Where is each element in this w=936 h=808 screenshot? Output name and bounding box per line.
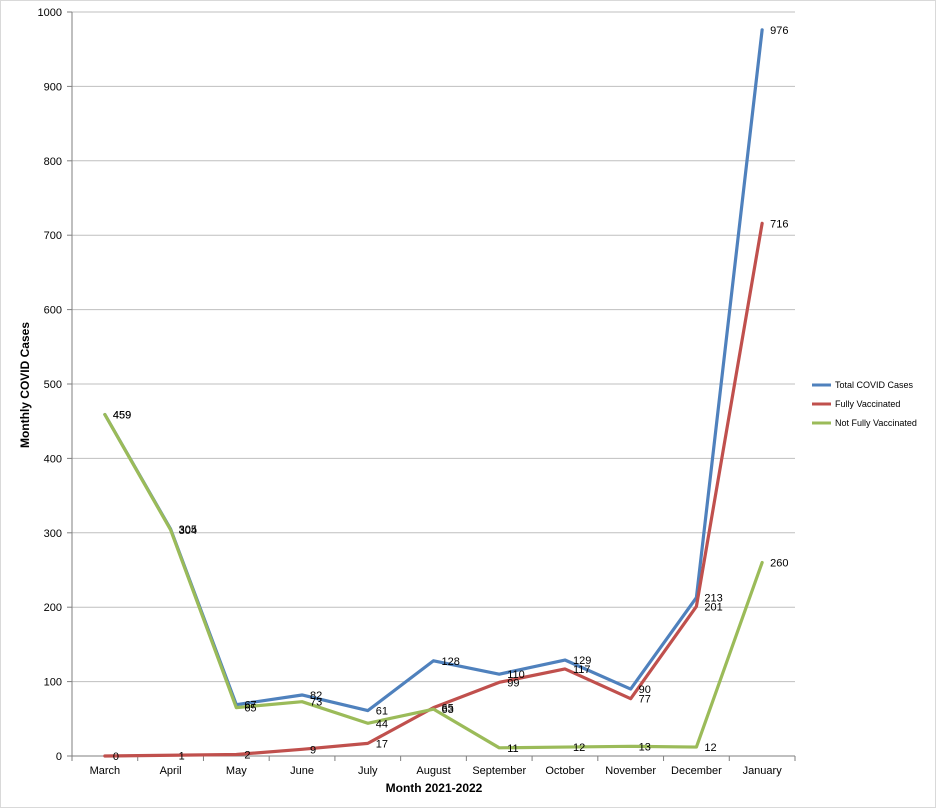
x-tick-label: March xyxy=(90,765,121,777)
legend: Total COVID Cases Fully Vaccinated Not Ful… xyxy=(812,380,917,428)
x-tick-label: June xyxy=(290,765,314,777)
data-label: 65 xyxy=(442,703,454,715)
data-label: 110 xyxy=(507,669,525,681)
x-tick-label: December xyxy=(671,765,722,777)
y-tick-label: 100 xyxy=(44,677,62,689)
data-label: 44 xyxy=(376,718,388,730)
y-tick-label: 700 xyxy=(44,230,62,242)
y-tick-labels: 0 100 200 300 400 500 600 700 800 900 1000 xyxy=(38,7,62,763)
y-tick-label: 400 xyxy=(44,453,62,465)
x-tick-label: August xyxy=(416,765,450,777)
y-tick-label: 200 xyxy=(44,602,62,614)
series-lines xyxy=(103,28,764,758)
data-label: 129 xyxy=(573,655,591,667)
legend-item-label: Total COVID Cases xyxy=(835,380,914,390)
y-tick-label: 1000 xyxy=(38,7,62,19)
data-label: 73 xyxy=(310,697,322,709)
data-label: 459 xyxy=(113,410,131,422)
x-tick-label: November xyxy=(605,765,656,777)
data-label: 17 xyxy=(376,738,388,750)
data-label: 11 xyxy=(507,743,518,755)
data-label: 77 xyxy=(639,694,651,706)
data-label: 61 xyxy=(376,706,388,718)
data-label: 201 xyxy=(704,601,722,613)
data-label: 260 xyxy=(770,558,788,570)
data-label: 305 xyxy=(179,524,197,536)
data-label: 13 xyxy=(639,741,651,753)
data-label: 716 xyxy=(770,218,788,230)
legend-item-label: Fully Vaccinated xyxy=(835,399,900,409)
x-tick-label: January xyxy=(743,765,783,777)
data-label: 67 xyxy=(244,700,256,712)
data-label: 128 xyxy=(442,656,460,668)
data-label: 12 xyxy=(573,742,585,754)
data-label: 213 xyxy=(704,593,722,605)
data-label: 63 xyxy=(442,704,454,716)
data-label: 304 xyxy=(179,525,197,537)
data-label: 117 xyxy=(573,664,591,676)
data-label: 976 xyxy=(770,25,788,37)
data-label: 0 xyxy=(113,751,119,763)
y-tick-label: 900 xyxy=(44,81,62,93)
data-label: 90 xyxy=(639,684,651,696)
data-label: 459 xyxy=(113,410,131,422)
x-tick-label: October xyxy=(545,765,584,777)
x-tick-label: April xyxy=(160,765,182,777)
x-tick-label: July xyxy=(358,765,378,777)
y-tick-label: 800 xyxy=(44,156,62,168)
legend-item-label: Not Fully Vaccinated xyxy=(835,418,917,428)
y-tick-label: 300 xyxy=(44,528,62,540)
y-tick-label: 600 xyxy=(44,305,62,317)
x-tick-labels: March April May June July August September Octo… xyxy=(90,765,783,777)
y-tick-label: 500 xyxy=(44,379,62,391)
data-label: 1 xyxy=(179,750,185,762)
x-axis-title: Month 2021-2022 xyxy=(386,781,483,795)
data-label: 2 xyxy=(244,750,250,762)
series-line-2 xyxy=(103,412,764,750)
x-tick-label: May xyxy=(226,765,247,777)
data-label: 82 xyxy=(310,690,322,702)
gridlines xyxy=(72,11,795,683)
data-label: 12 xyxy=(704,742,716,754)
y-tick-label: 0 xyxy=(56,751,62,763)
data-label: 9 xyxy=(310,744,316,756)
data-label: 65 xyxy=(244,703,256,715)
data-label: 99 xyxy=(507,677,519,689)
y-axis-title: Monthly COVID Cases xyxy=(18,322,32,448)
x-tick-label: September xyxy=(472,765,526,777)
